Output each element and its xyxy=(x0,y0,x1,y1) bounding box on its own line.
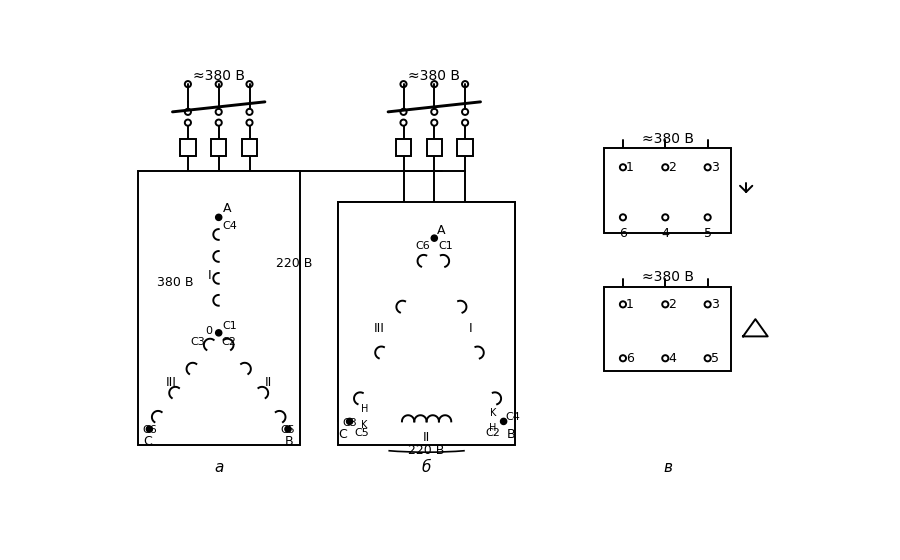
Text: 220 В: 220 В xyxy=(409,445,445,458)
Text: K: K xyxy=(490,408,496,418)
Text: ≈380 В: ≈380 В xyxy=(409,69,460,83)
Text: 3: 3 xyxy=(711,298,718,311)
Text: A: A xyxy=(222,202,231,215)
Bar xyxy=(138,171,300,445)
Text: 1: 1 xyxy=(626,161,634,174)
Text: 2: 2 xyxy=(669,298,676,311)
Text: б: б xyxy=(422,460,431,475)
Text: 4: 4 xyxy=(669,352,676,365)
Text: C2: C2 xyxy=(221,338,236,347)
Text: 5: 5 xyxy=(704,227,712,240)
Text: 3: 3 xyxy=(711,161,718,174)
Bar xyxy=(396,139,411,156)
Text: 6: 6 xyxy=(626,352,634,365)
Circle shape xyxy=(500,418,507,424)
Text: B: B xyxy=(507,428,516,441)
Circle shape xyxy=(346,418,353,424)
Text: C3: C3 xyxy=(343,418,357,427)
Circle shape xyxy=(216,214,221,221)
Text: C6: C6 xyxy=(415,241,429,251)
Bar xyxy=(604,287,731,371)
Text: II: II xyxy=(265,376,272,389)
Text: C: C xyxy=(143,435,152,448)
Text: A: A xyxy=(437,223,446,237)
Circle shape xyxy=(216,330,221,336)
Text: а: а xyxy=(214,460,223,475)
Text: 380 В: 380 В xyxy=(158,276,194,290)
Text: C1: C1 xyxy=(222,320,238,330)
Text: C6: C6 xyxy=(142,425,157,435)
Text: 1: 1 xyxy=(626,298,634,311)
Text: II: II xyxy=(423,431,430,444)
Text: ≈380 В: ≈380 В xyxy=(193,69,245,83)
Text: C2: C2 xyxy=(486,428,500,437)
Text: C4: C4 xyxy=(222,221,238,231)
Text: C4: C4 xyxy=(505,412,520,422)
Bar xyxy=(604,148,731,233)
Text: I: I xyxy=(207,269,211,282)
Text: ≈380 В: ≈380 В xyxy=(642,270,694,284)
Text: C5: C5 xyxy=(280,425,295,435)
Bar xyxy=(338,202,515,445)
Text: в: в xyxy=(663,460,672,475)
Text: ≈380 В: ≈380 В xyxy=(642,132,694,146)
Text: 4: 4 xyxy=(662,227,670,240)
Circle shape xyxy=(431,235,437,241)
Bar xyxy=(211,139,227,156)
Text: K: K xyxy=(361,420,367,430)
Text: III: III xyxy=(374,323,384,335)
Text: 0: 0 xyxy=(205,326,212,337)
Text: B: B xyxy=(285,435,294,448)
Bar xyxy=(457,139,472,156)
Text: 2: 2 xyxy=(669,161,676,174)
Text: 5: 5 xyxy=(711,352,719,365)
Text: C: C xyxy=(338,428,346,441)
Text: C3: C3 xyxy=(190,338,205,347)
Text: C1: C1 xyxy=(438,241,453,251)
Circle shape xyxy=(285,426,291,432)
Bar xyxy=(242,139,257,156)
Circle shape xyxy=(147,426,152,432)
Text: I: I xyxy=(469,323,473,335)
Text: 6: 6 xyxy=(619,227,627,240)
Text: H: H xyxy=(489,423,496,433)
Text: III: III xyxy=(166,376,176,389)
Bar xyxy=(180,139,195,156)
Text: 220 В: 220 В xyxy=(276,257,313,270)
Bar xyxy=(427,139,442,156)
Text: H: H xyxy=(361,404,368,414)
Text: C5: C5 xyxy=(355,428,369,437)
